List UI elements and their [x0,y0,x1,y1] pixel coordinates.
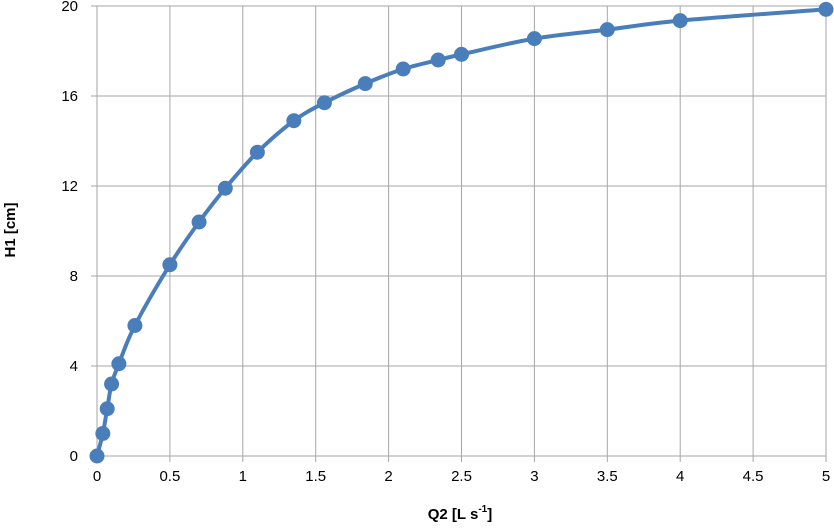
x-tick-label: 3 [530,468,538,485]
x-tick-label: 0 [93,468,101,485]
data-point [99,401,115,417]
y-tick-label: 12 [61,178,78,195]
x-tick-label: 3.5 [597,468,618,485]
data-point [454,46,469,62]
data-point [162,257,178,273]
data-point [599,22,615,38]
data-point [316,95,332,111]
grid [91,5,827,462]
data-point [249,144,265,160]
y-tick-label: 8 [70,268,78,285]
tick-labels: 0 0.5 1 1.5 2 2.5 3 3.5 4 4.5 5 0 4 8 12 16 20 [61,0,830,485]
y-axis-title: H1 [cm] [2,202,19,257]
x-tick-label: 4.5 [743,468,764,485]
data-point [127,318,143,333]
data-point [191,214,207,230]
x-tick-label: 1 [239,468,247,485]
x-axis-title-main: Q2 [L s [428,506,479,523]
data-point [217,180,233,196]
y-tick-label: 16 [61,88,78,105]
x-tick-label: 5 [822,468,830,485]
x-axis-title-superscript: -1 [478,504,487,515]
x-tick-label: 2.5 [451,468,472,485]
data-point [111,356,127,372]
data-point [526,31,542,47]
y-tick-label: 4 [70,358,78,375]
data-point [357,76,373,92]
x-tick-label: 0.5 [159,468,180,485]
data-point [286,113,302,129]
x-axis-title-suffix: ] [487,506,492,523]
x-tick-label: 4 [676,468,684,485]
data-point [818,1,834,17]
data-point [104,376,120,392]
x-tick-label: 2 [384,468,392,485]
data-point [89,448,105,464]
data-point [395,61,411,77]
data-point [95,426,111,441]
x-tick-label: 1.5 [305,468,326,485]
series-group [89,1,834,464]
x-axis-title: Q2 [L s-1] [428,504,492,523]
y-tick-label: 0 [70,448,78,465]
y-tick-label: 20 [61,0,78,15]
data-point [672,13,688,29]
data-point [430,52,446,68]
